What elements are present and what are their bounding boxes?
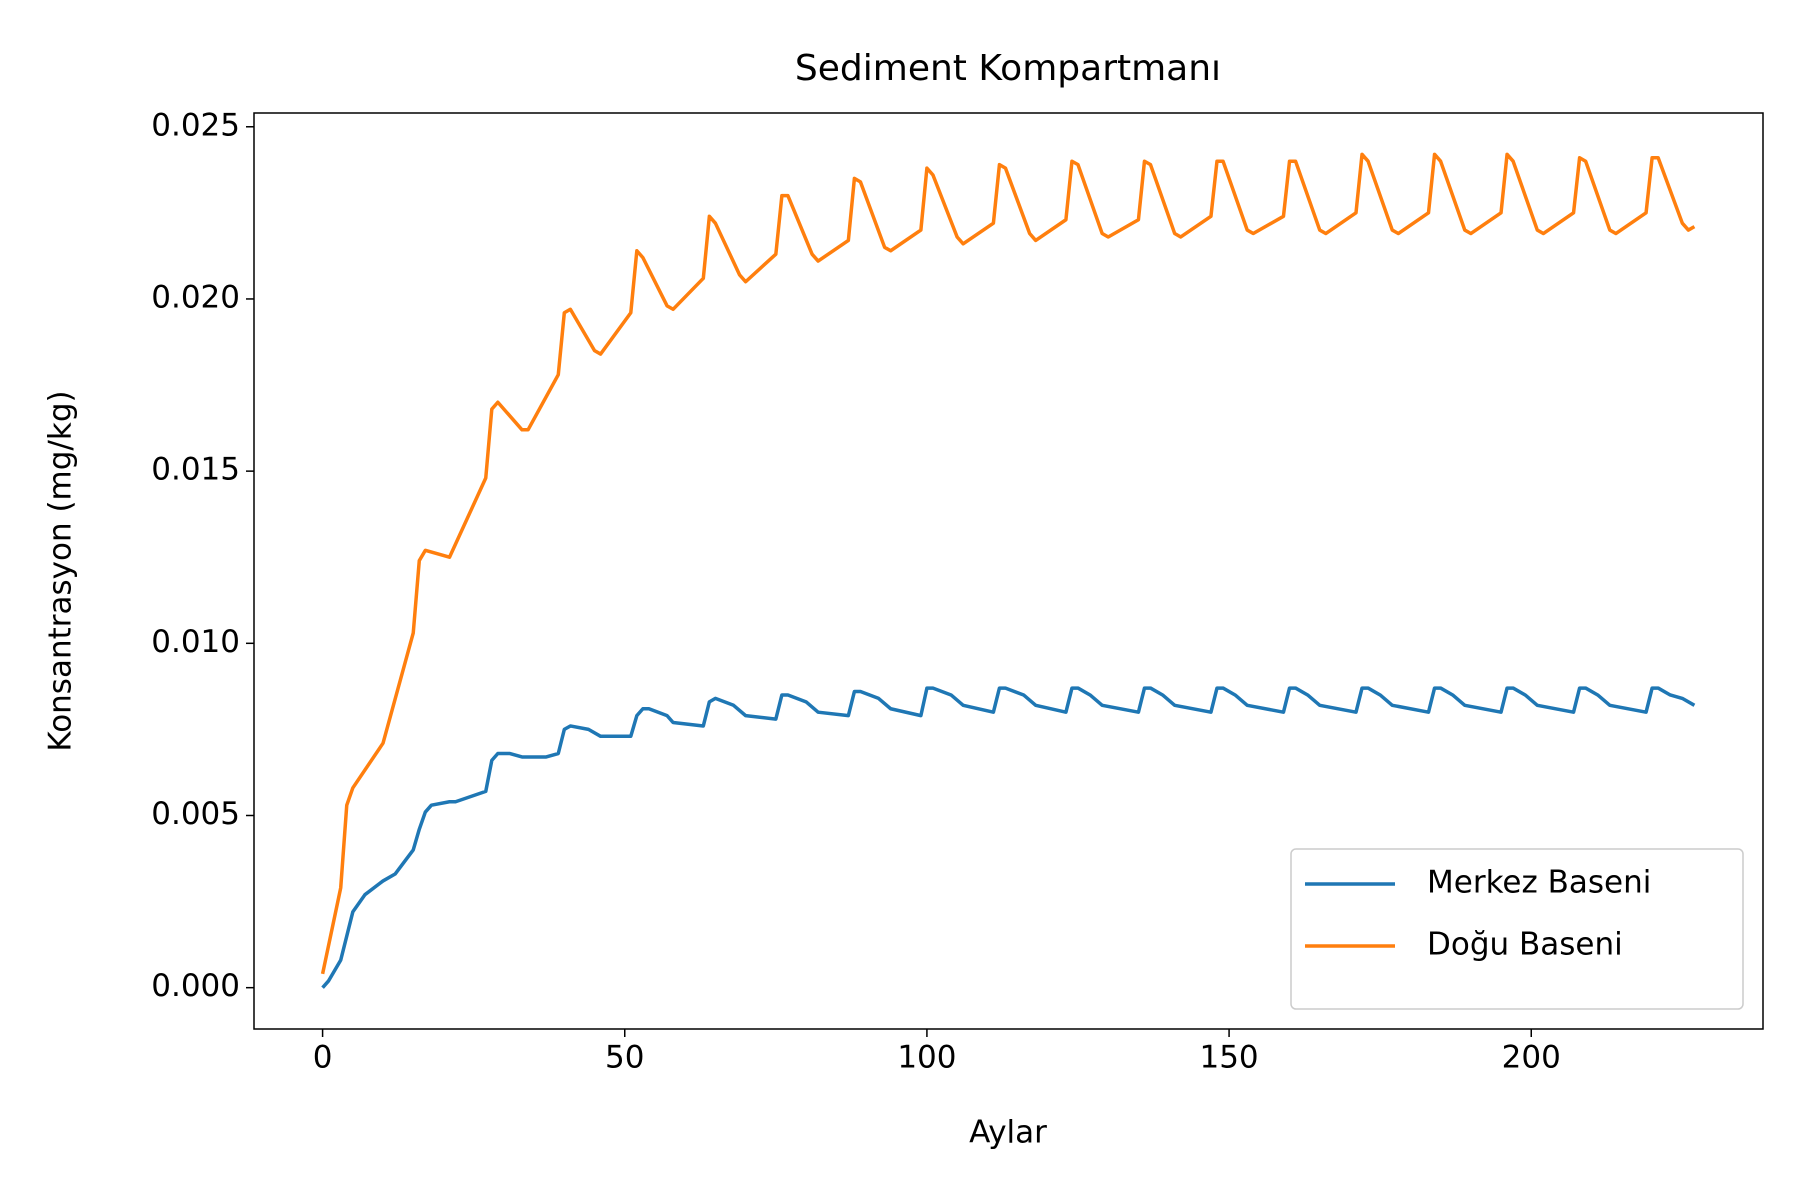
- y-axis-label: Konsantrasyon (mg/kg): [43, 390, 79, 751]
- x-axis-label: Aylar: [969, 1115, 1047, 1151]
- series-line: [321, 686, 1696, 989]
- y-tick-label: 0.005: [151, 796, 240, 832]
- legend-box: [1290, 848, 1744, 1010]
- x-tick-label: 200: [1502, 1040, 1561, 1076]
- chart-title: Sediment Kompartmanı: [795, 48, 1221, 89]
- series-line: [320, 152, 1696, 975]
- y-tick-label: 0.015: [151, 452, 240, 488]
- y-tick-label: 0.025: [151, 107, 240, 143]
- x-tick-label: 0: [313, 1040, 333, 1076]
- x-tick-label: 50: [605, 1040, 644, 1076]
- plot-frame: [253, 112, 1764, 1030]
- y-tick-label: 0.010: [151, 624, 240, 660]
- legend-label: Merkez Baseni: [1427, 865, 1651, 901]
- x-tick-label: 150: [1199, 1040, 1258, 1076]
- y-tick-label: 0.020: [151, 279, 240, 315]
- x-tick-label: 100: [897, 1040, 956, 1076]
- legend-label: Doğu Baseni: [1427, 927, 1623, 963]
- y-tick-label: 0.000: [151, 968, 240, 1004]
